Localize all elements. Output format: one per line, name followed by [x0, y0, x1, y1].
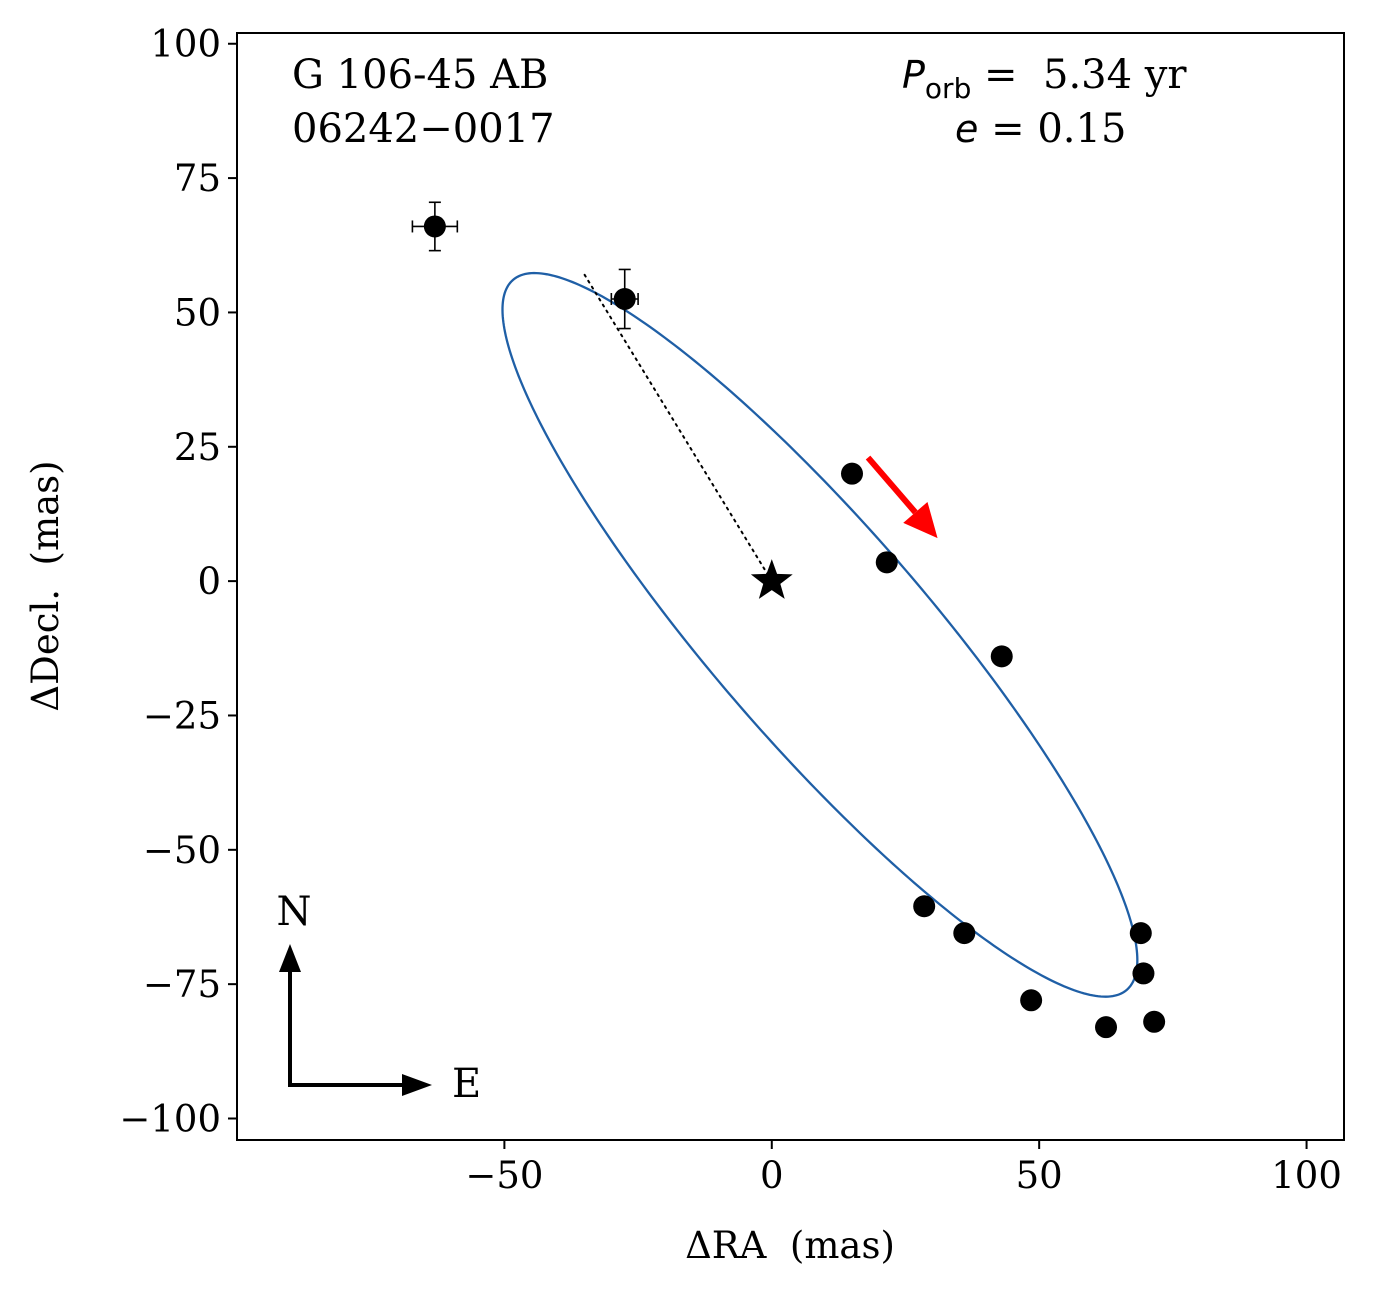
data-point [1129, 922, 1152, 945]
y-tick-label: −75 [143, 963, 221, 1006]
data-point-marker [875, 551, 898, 574]
motion-arrow-head [903, 501, 938, 539]
y-tick-label: −25 [143, 694, 221, 737]
x-axis-label: ΔRA (mas) [685, 1224, 895, 1267]
axis-ticks: −50 0 50 100 100 75 50 25 0 −25 −50 −75 −100 [119, 23, 1342, 1197]
y-tick-label: 50 [174, 291, 221, 334]
primary-star-marker [750, 559, 793, 599]
data-point [953, 922, 976, 945]
period-annotation: Porb = 5.34 yr [902, 52, 1187, 105]
eccentricity-annotation: e = 0.15 [955, 106, 1126, 152]
x-tick-label: 50 [1016, 1154, 1063, 1197]
eccentricity-label: e [955, 107, 978, 151]
compass-north-label: N [277, 889, 312, 935]
periastron-line [583, 273, 773, 583]
period-value: = 5.34 yr [971, 52, 1187, 98]
orbit-ellipse [501, 271, 1139, 998]
plot-frame [236, 32, 1345, 1141]
data-point [990, 645, 1013, 668]
data-point [1132, 962, 1155, 985]
data-point-marker [913, 895, 936, 918]
y-tick-label: −100 [119, 1098, 221, 1141]
data-point-marker [841, 462, 863, 485]
period-label: P [902, 53, 925, 97]
data-point-marker [1143, 1010, 1166, 1033]
data-point [610, 268, 639, 330]
data-point [1020, 989, 1043, 1012]
eccentricity-value: = 0.15 [978, 106, 1126, 152]
data-point [1095, 1016, 1118, 1039]
period-subscript: orb [925, 72, 971, 105]
object-id: 06242−0017 [292, 106, 555, 152]
motion-direction-arrow [865, 455, 938, 539]
x-tick-label: −50 [465, 1154, 543, 1197]
x-tick-label: 100 [1271, 1154, 1342, 1197]
data-point-marker [1132, 962, 1155, 985]
y-tick-label: 75 [174, 157, 221, 200]
motion-arrow-shaft [865, 455, 918, 515]
data-points [411, 201, 1166, 1039]
data-point-marker [1129, 922, 1152, 945]
data-point-marker [1020, 989, 1043, 1012]
y-tick-label: 25 [174, 426, 221, 469]
y-tick-label: −50 [143, 829, 221, 872]
compass-east-label: E [452, 1061, 481, 1107]
data-point-marker [990, 645, 1013, 668]
y-axis-label: ΔDecl. (mas) [24, 460, 67, 711]
object-name: G 106-45 AB [292, 52, 548, 98]
y-tick-label: 100 [150, 23, 221, 66]
data-point [875, 551, 898, 574]
data-point-marker [953, 922, 976, 945]
x-tick-label: 0 [760, 1154, 784, 1197]
data-point-marker [1095, 1016, 1118, 1039]
data-point [913, 895, 936, 918]
data-point-marker [423, 215, 446, 238]
y-tick-label: 0 [197, 560, 221, 603]
data-point [1143, 1010, 1166, 1033]
compass: N E [277, 889, 482, 1107]
data-point [841, 462, 863, 485]
compass-east-arrowhead [402, 1074, 432, 1096]
data-point-marker [613, 288, 636, 311]
data-point [411, 201, 459, 252]
compass-north-arrowhead [279, 944, 301, 972]
